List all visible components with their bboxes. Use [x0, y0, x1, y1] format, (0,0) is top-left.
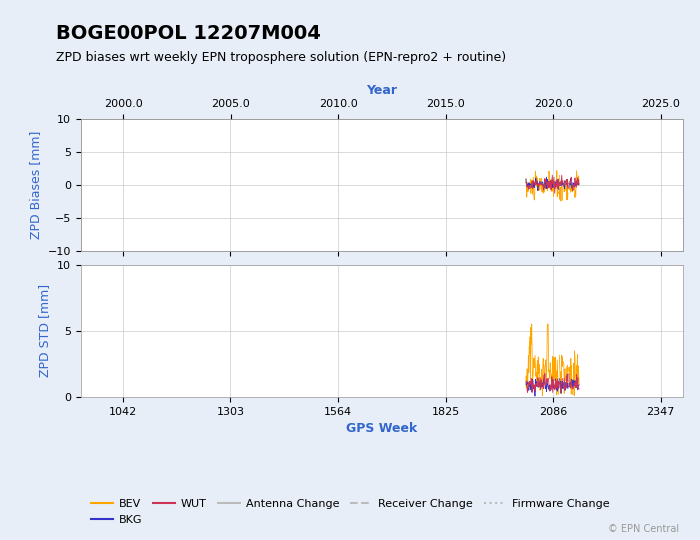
WUT: [575, 180, 583, 187]
BKG: [564, 179, 572, 185]
X-axis label: GPS Week: GPS Week: [346, 422, 417, 435]
BKG: [564, 385, 572, 392]
WUT: [557, 386, 566, 392]
Line: BEV: BEV: [526, 171, 579, 201]
WUT: [564, 378, 572, 384]
Line: WUT: WUT: [526, 175, 579, 193]
BEV: [575, 179, 583, 186]
BKG: [536, 180, 545, 187]
BEV: [550, 383, 558, 390]
BEV: [561, 187, 570, 193]
WUT: [536, 381, 545, 388]
BKG: [536, 384, 545, 390]
BKG: [557, 177, 566, 184]
BEV: [550, 193, 558, 200]
WUT: [564, 186, 572, 192]
X-axis label: Year: Year: [366, 84, 397, 97]
BEV: [536, 183, 545, 189]
BEV: [545, 368, 553, 375]
BKG: [561, 178, 570, 184]
BKG: [545, 386, 553, 393]
BEV: [564, 367, 572, 373]
WUT: [536, 181, 545, 187]
BKG: [557, 381, 566, 388]
WUT: [575, 386, 583, 392]
WUT: [522, 380, 530, 386]
BEV: [575, 381, 583, 388]
WUT: [550, 381, 558, 388]
Y-axis label: ZPD STD [mm]: ZPD STD [mm]: [38, 284, 51, 377]
Text: BOGE00POL 12207M004: BOGE00POL 12207M004: [56, 24, 321, 43]
Y-axis label: ZPD Biases [mm]: ZPD Biases [mm]: [29, 131, 42, 239]
WUT: [550, 184, 558, 191]
BEV: [564, 190, 572, 196]
WUT: [561, 383, 570, 390]
BKG: [550, 377, 558, 384]
WUT: [561, 181, 570, 188]
BKG: [575, 381, 583, 388]
BEV: [557, 184, 566, 191]
WUT: [522, 179, 530, 186]
WUT: [557, 177, 566, 183]
WUT: [545, 184, 553, 190]
Text: ZPD biases wrt weekly EPN troposphere solution (EPN-repro2 + routine): ZPD biases wrt weekly EPN troposphere so…: [56, 51, 506, 64]
BEV: [536, 386, 545, 392]
Legend: BEV, BKG, WUT, Antenna Change, Receiver Change, Firmware Change: BEV, BKG, WUT, Antenna Change, Receiver …: [86, 495, 614, 529]
BEV: [545, 183, 553, 189]
BKG: [550, 183, 558, 190]
BEV: [561, 377, 570, 384]
Line: BEV: BEV: [526, 324, 579, 396]
BKG: [522, 381, 530, 387]
WUT: [545, 376, 553, 382]
BKG: [575, 181, 583, 188]
BKG: [522, 176, 530, 183]
BKG: [545, 179, 553, 185]
Line: BKG: BKG: [526, 177, 579, 191]
Text: © EPN Central: © EPN Central: [608, 523, 679, 534]
BKG: [561, 379, 570, 386]
Line: BKG: BKG: [526, 375, 579, 396]
BEV: [522, 373, 530, 380]
Line: WUT: WUT: [526, 374, 579, 393]
BEV: [522, 175, 530, 181]
BEV: [557, 390, 566, 397]
